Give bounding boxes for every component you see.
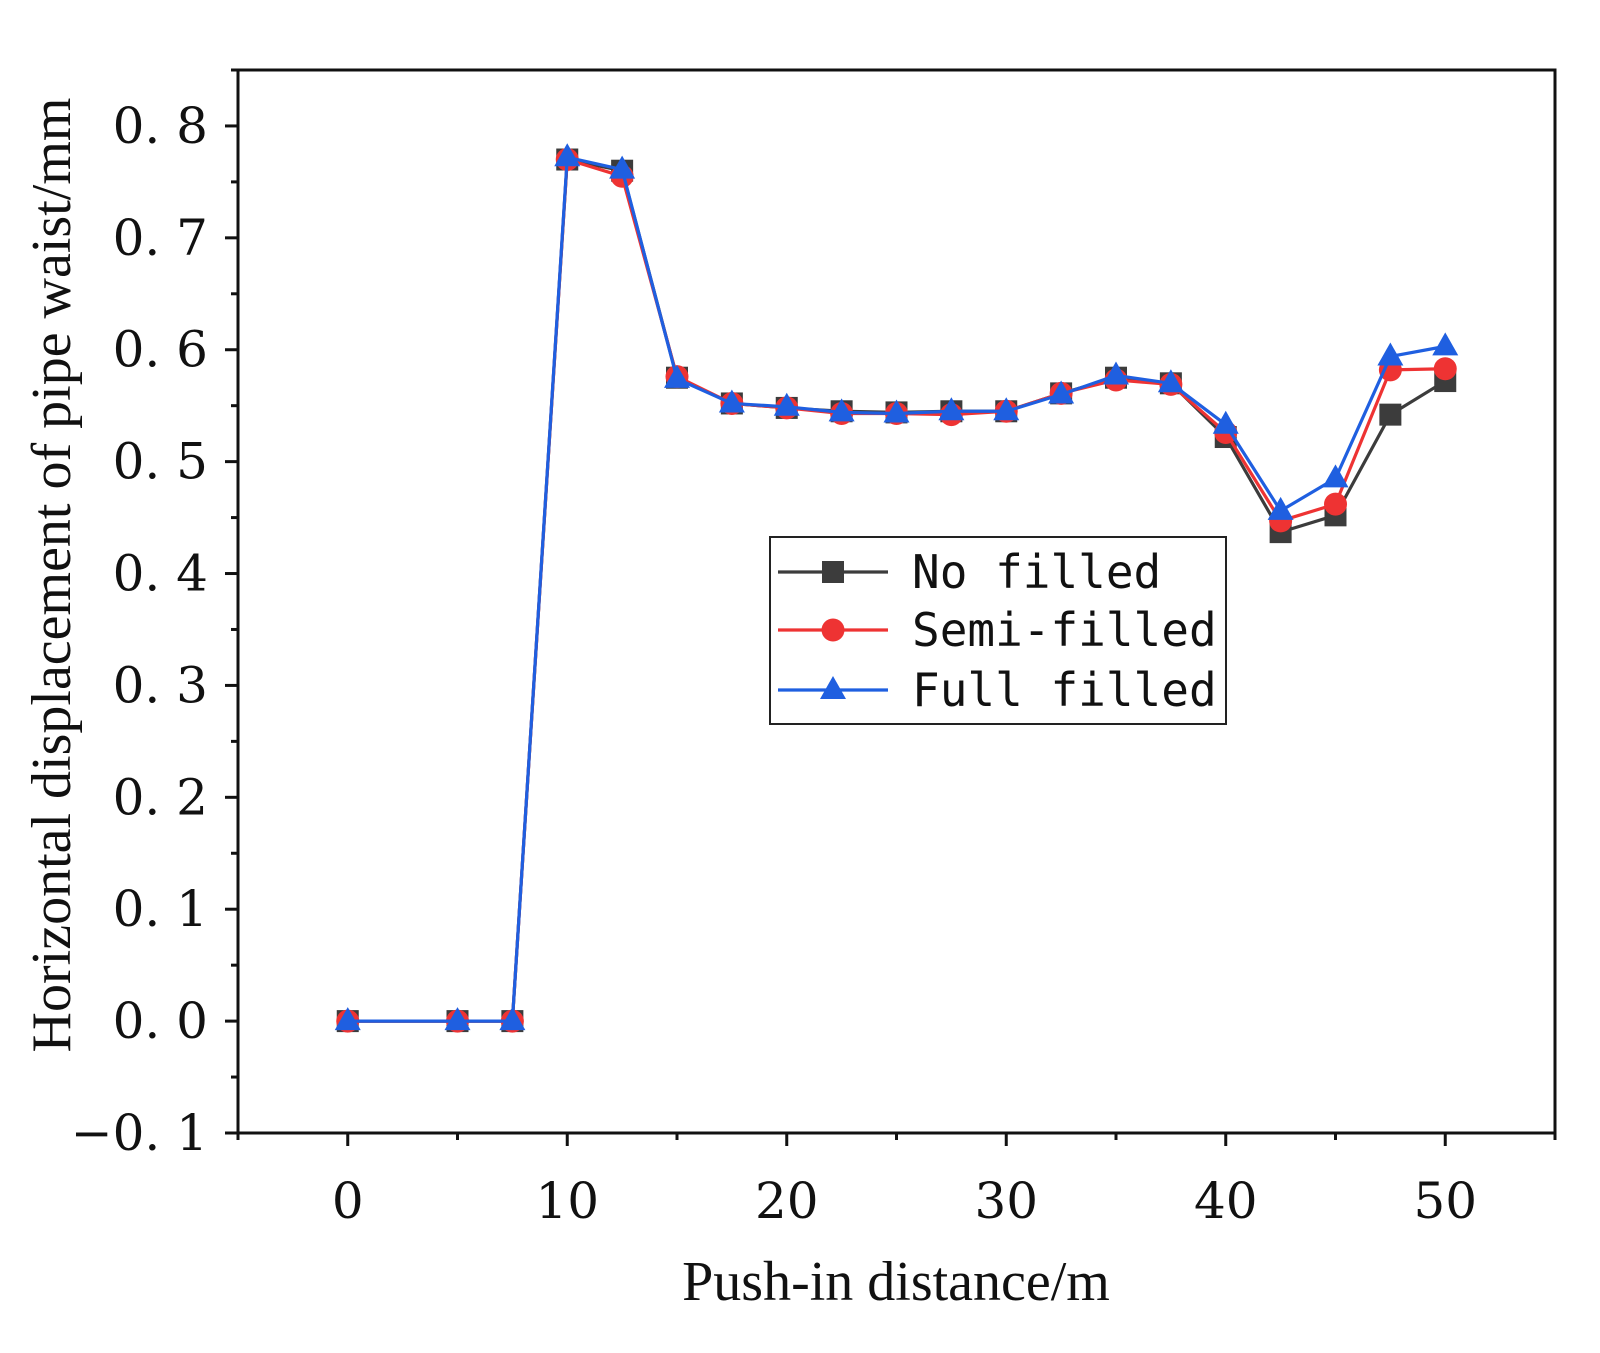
y-tick-label: 0. 1 (113, 880, 208, 938)
data-point (554, 143, 581, 167)
data-point (1212, 410, 1239, 434)
data-point (664, 364, 690, 388)
data-point (334, 1007, 361, 1031)
legend-label: Full filled (912, 663, 1217, 717)
data-point (1048, 380, 1075, 404)
y-tick-label: 0. 3 (113, 656, 208, 714)
data-point (1377, 342, 1404, 366)
x-tick-label: 30 (974, 1172, 1038, 1230)
data-point (499, 1007, 526, 1031)
y-tick-label: 0. 2 (113, 768, 208, 826)
series-line (347, 155, 1446, 1023)
data-point (1157, 369, 1184, 393)
x-tick-label: 20 (755, 1172, 819, 1230)
x-tick-label: 40 (1194, 1172, 1258, 1230)
x-tick-label: 0 (332, 1172, 364, 1230)
data-point (1267, 496, 1294, 520)
legend-entry: Full filled (778, 663, 1217, 717)
legend-marker (822, 561, 844, 583)
data-point (828, 398, 855, 422)
data-point (1322, 464, 1349, 488)
y-tick-label: 0. 8 (113, 97, 208, 155)
y-tick-label: 0. 5 (113, 433, 208, 491)
data-point (1324, 492, 1347, 516)
y-tick-label: 0. 4 (113, 545, 208, 603)
data-point (1432, 332, 1459, 356)
series-layer (334, 143, 1459, 1033)
y-tick-label: −0. 1 (71, 1104, 208, 1162)
data-point (1103, 361, 1129, 385)
data-point (773, 392, 800, 416)
legend-label: Semi-filled (912, 603, 1217, 657)
x-axis: 0 10 20 30 40 50 (236, 1133, 1557, 1230)
data-point (1433, 357, 1457, 381)
x-axis-title: Push-in distance/m (682, 1251, 1110, 1313)
y-axis: −0. 1 0. 0 0. 1 0. 2 0. 3 0. 4 0. 5 0. 6 0. 7 0. … (71, 68, 238, 1162)
data-point (609, 155, 636, 179)
data-point (938, 397, 965, 421)
data-point (883, 399, 910, 423)
legend-entry: Semi-filled (778, 603, 1217, 657)
y-tick-label: 0. 6 (113, 321, 208, 379)
legend-label: No filled (912, 545, 1161, 599)
data-point (993, 397, 1020, 421)
data-point (444, 1007, 471, 1031)
x-tick-label: 10 (535, 1172, 599, 1230)
legend-entry: No filled (778, 545, 1161, 599)
legend-marker (820, 676, 846, 699)
y-tick-label: 0. 7 (113, 209, 208, 267)
series-full-filled (334, 143, 1459, 1031)
x-tick-label: 50 (1413, 1172, 1477, 1230)
y-axis-title: Horizontal displacement of pipe waist/mm (21, 98, 83, 1053)
legend-marker (821, 618, 845, 642)
data-point (1379, 403, 1402, 426)
y-tick-label: 0. 0 (113, 992, 208, 1050)
data-point (718, 389, 745, 413)
